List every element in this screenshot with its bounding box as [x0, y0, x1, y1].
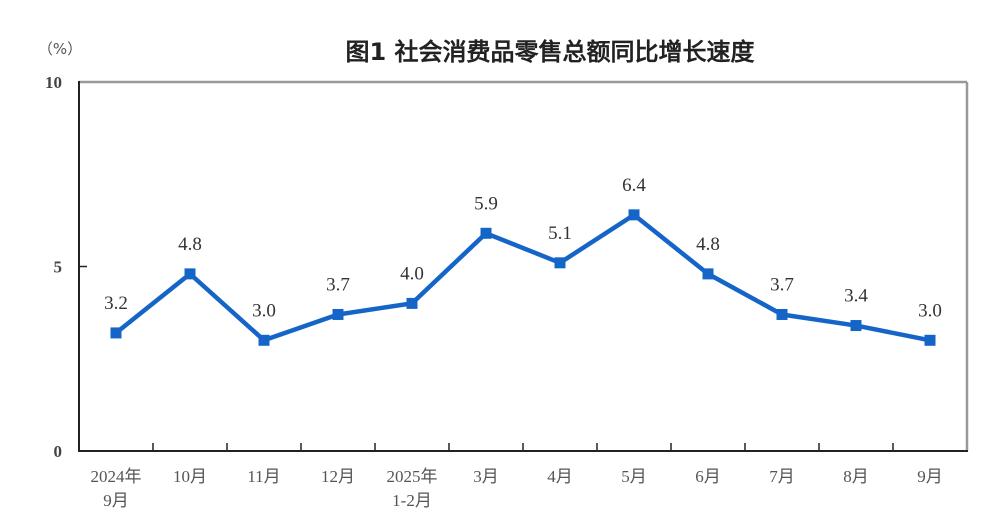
- data-label: 3.0: [918, 300, 942, 321]
- chart-title: 图1 社会消费品零售总额同比增长速度: [345, 38, 755, 66]
- plot-frame: [78, 80, 969, 452]
- data-label: 6.4: [622, 175, 646, 196]
- y-tick-label: 5: [54, 258, 63, 277]
- data-point-marker: [406, 297, 418, 309]
- y-axis-unit: （%）: [38, 40, 82, 58]
- x-tick-label: 3月: [473, 467, 499, 486]
- x-tick-label: 4月: [547, 467, 573, 486]
- data-point-marker: [628, 209, 640, 221]
- data-point-marker: [110, 327, 122, 339]
- data-point-marker: [776, 308, 788, 320]
- x-tick-label: 6月: [695, 467, 721, 486]
- data-label: 4.8: [178, 234, 202, 255]
- data-point-marker: [702, 268, 714, 280]
- data-point-marker: [184, 268, 196, 280]
- data-point-marker: [850, 320, 862, 332]
- x-tick-label: 11月: [247, 467, 280, 486]
- x-tick-label: 8月: [843, 467, 869, 486]
- data-point-marker: [258, 334, 270, 346]
- x-tick-label: 9月: [917, 467, 943, 486]
- data-label: 3.0: [252, 300, 276, 321]
- data-label: 4.8: [696, 234, 720, 255]
- data-label: 3.7: [326, 274, 350, 295]
- data-point-marker: [924, 334, 936, 346]
- y-tick-label: 0: [54, 442, 63, 461]
- data-label: 5.1: [548, 223, 572, 244]
- data-point-marker: [480, 227, 492, 239]
- series-line: [114, 212, 931, 343]
- data-label: 3.4: [844, 286, 868, 307]
- x-tick-label: 2024年 9月: [91, 467, 142, 510]
- x-tick-label: 7月: [769, 467, 795, 486]
- data-label: 3.7: [770, 274, 794, 295]
- data-label: 5.9: [474, 193, 498, 214]
- x-tick-label: 2025年 1-2月: [387, 467, 438, 510]
- x-axis: 2024年 9月 10月 11月 12月 2025年 1-2月 3月 4月 5月 6月 7月 8月 9月: [91, 443, 943, 510]
- x-tick-label: 12月: [321, 467, 355, 486]
- x-tick-label: 10月: [173, 467, 207, 486]
- y-tick-label: 10: [45, 73, 62, 92]
- x-tick-label: 5月: [621, 467, 647, 486]
- data-point-marker: [554, 257, 566, 269]
- data-series: 3.2 4.8 3.0 3.7 4.0 5.9 5.1 6.4 4.8 3.7 3.4 3.0: [104, 175, 942, 346]
- data-label: 3.2: [104, 293, 128, 314]
- data-label: 4.0: [400, 263, 424, 284]
- y-axis: 0 5 10: [45, 73, 87, 461]
- data-point-marker: [332, 308, 344, 320]
